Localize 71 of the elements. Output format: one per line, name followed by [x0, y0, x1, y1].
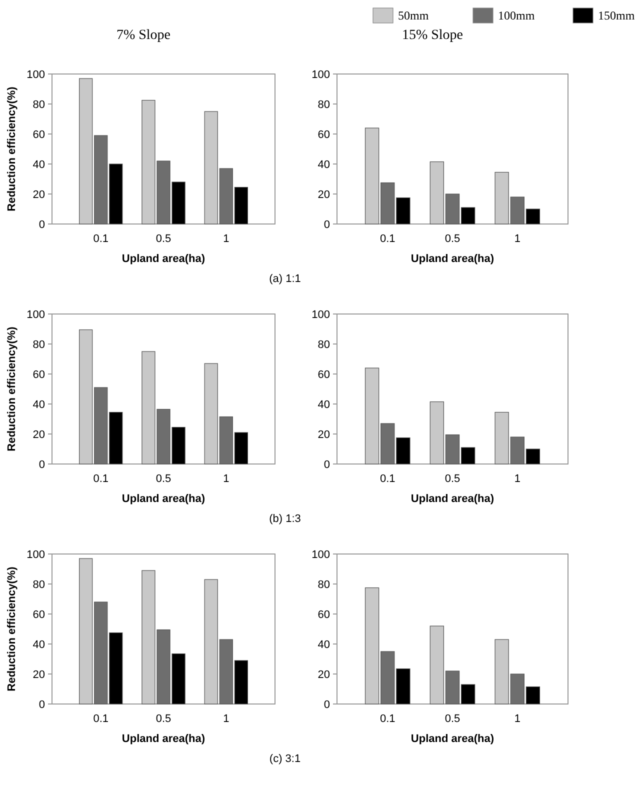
y-tick-label: 20: [32, 428, 45, 441]
y-tick-label: 40: [32, 638, 45, 651]
y-tick-label: 100: [26, 308, 45, 321]
y-tick-label: 0: [324, 458, 330, 471]
y-tick-label: 100: [312, 548, 330, 561]
y-tick-label: 100: [26, 548, 45, 561]
y-tick-label: 0: [324, 698, 330, 711]
y-axis-title: Reduction efficiency(%): [6, 566, 18, 692]
x-tick-label: 0.5: [156, 233, 172, 245]
x-axis-title: Upland area(ha): [410, 253, 494, 265]
y-tick-label: 20: [32, 188, 45, 201]
y-tick-label: 0: [38, 458, 45, 471]
y-tick-label: 40: [318, 638, 330, 651]
x-axis-title: Upland area(ha): [410, 493, 494, 505]
y-tick-label: 60: [32, 608, 45, 621]
y-tick-label: 60: [318, 128, 330, 141]
y-tick-label: 80: [32, 98, 45, 111]
y-tick-label: 20: [318, 668, 330, 681]
y-axis-title: Reduction efficiency(%): [6, 326, 18, 452]
x-tick-label: 0.5: [444, 713, 460, 725]
x-tick-label: 0.1: [93, 473, 109, 485]
x-axis-title: Upland area(ha): [122, 253, 206, 265]
legend-label: 100mm: [498, 8, 536, 22]
y-tick-label: 40: [32, 158, 45, 171]
y-tick-label: 80: [32, 578, 45, 591]
x-tick-label: 1: [223, 233, 230, 245]
y-axis-title: Reduction efficiency(%): [6, 86, 18, 212]
y-tick-label: 80: [318, 578, 330, 591]
x-tick-label: 1: [223, 713, 230, 725]
x-tick-label: 0.1: [93, 233, 109, 245]
x-tick-label: 1: [223, 473, 230, 485]
x-tick-label: 0.1: [380, 233, 396, 245]
x-tick-label: 1: [514, 233, 520, 245]
y-tick-label: 100: [312, 68, 330, 81]
y-tick-label: 60: [318, 608, 330, 621]
chart-title: 15% Slope: [402, 28, 464, 43]
x-tick-label: 0.5: [156, 713, 172, 725]
y-tick-label: 60: [32, 128, 45, 141]
x-tick-label: 1: [514, 473, 520, 485]
y-tick-label: 60: [32, 368, 45, 381]
y-tick-label: 0: [38, 698, 45, 711]
y-tick-label: 20: [32, 668, 45, 681]
text: (b) 1:3: [269, 513, 301, 525]
y-tick-label: 20: [318, 428, 330, 441]
x-tick-label: 0.1: [380, 713, 396, 725]
y-tick-label: 80: [32, 338, 45, 351]
x-tick-label: 0.5: [444, 473, 460, 485]
y-tick-label: 0: [38, 218, 45, 231]
x-tick-label: 0.5: [156, 473, 172, 485]
chart-title: 7% Slope: [116, 28, 171, 43]
text: (a) 1:1: [269, 273, 301, 285]
x-tick-label: 0.1: [93, 713, 109, 725]
y-tick-label: 40: [32, 398, 45, 411]
x-axis-title: Upland area(ha): [410, 733, 494, 745]
y-tick-label: 40: [318, 398, 330, 411]
y-tick-label: 20: [318, 188, 330, 201]
x-tick-label: 1: [514, 713, 520, 725]
y-tick-label: 100: [312, 308, 330, 321]
text: (c) 3:1: [269, 753, 301, 765]
legend-label: 50mm: [398, 8, 430, 22]
x-axis-title: Upland area(ha): [122, 493, 206, 505]
y-tick-label: 40: [318, 158, 330, 171]
x-tick-label: 0.1: [380, 473, 396, 485]
y-tick-label: 80: [318, 98, 330, 111]
y-tick-label: 60: [318, 368, 330, 381]
y-tick-label: 80: [318, 338, 330, 351]
y-tick-label: 100: [26, 68, 45, 81]
legend-label: 150mm: [598, 8, 636, 22]
y-tick-label: 0: [324, 218, 330, 231]
x-axis-title: Upland area(ha): [122, 733, 206, 745]
x-tick-label: 0.5: [444, 233, 460, 245]
